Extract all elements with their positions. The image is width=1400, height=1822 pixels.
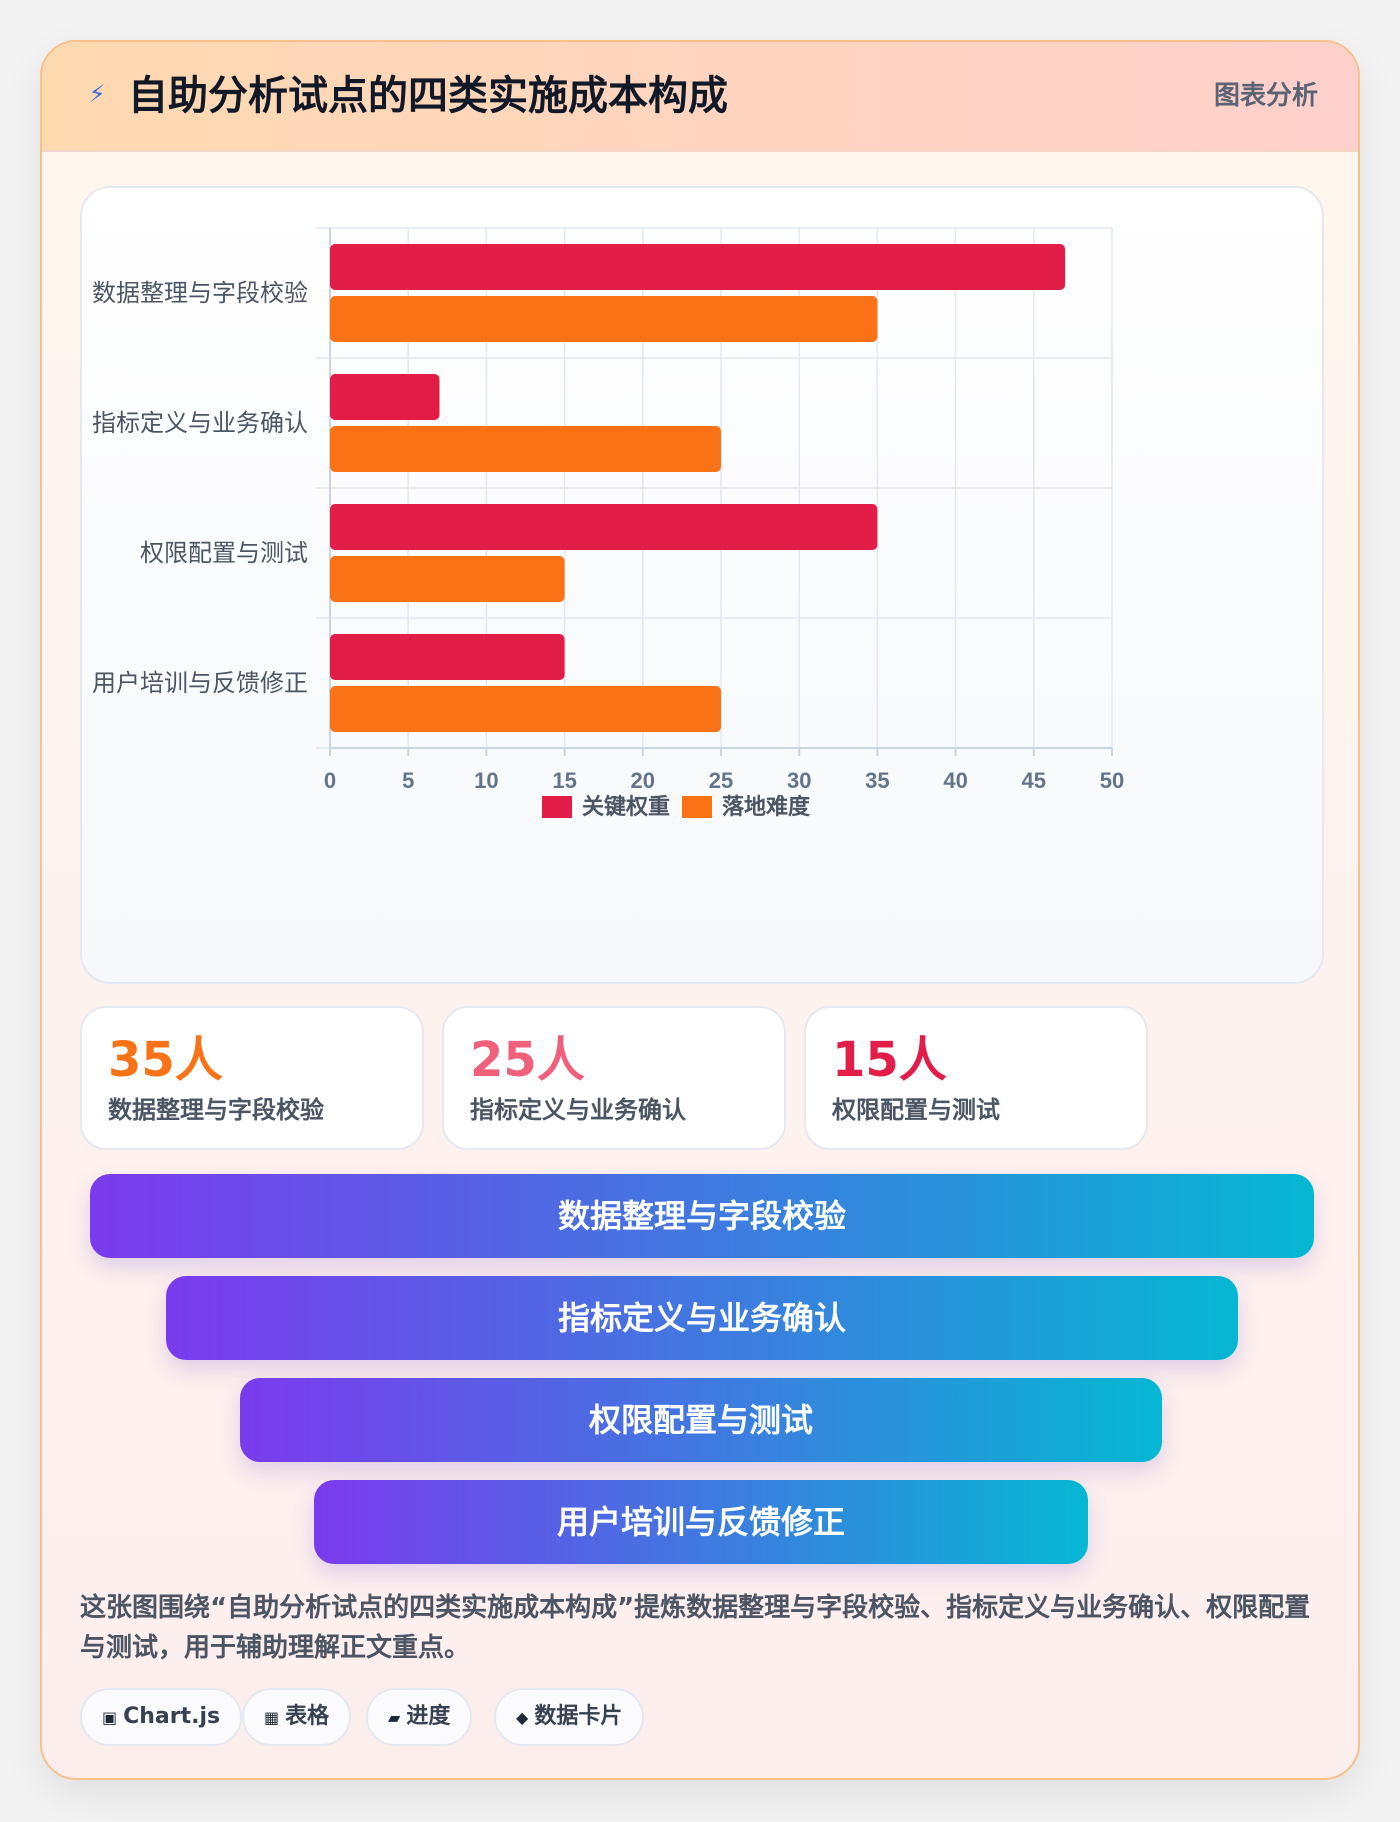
bar-difficulty — [330, 296, 878, 342]
chip-chartjs[interactable]: ▣ Chart.js — [80, 1688, 243, 1746]
stat-label: 数据整理与字段校验 — [108, 1096, 324, 1124]
x-tick-label: 5 — [402, 768, 414, 793]
chip-table[interactable]: ▦ 表格 — [242, 1688, 352, 1746]
chart-icon: ▣ — [102, 1708, 118, 1727]
bar-difficulty — [330, 426, 721, 472]
bar-weight — [330, 374, 440, 420]
stat-value: 35人 — [108, 1032, 223, 1088]
lightning-icon: ⚡ — [88, 80, 106, 108]
chip-label: 进度 — [406, 1704, 451, 1729]
x-tick-label: 0 — [324, 768, 336, 793]
funnel-step-2: 指标定义与业务确认 — [166, 1276, 1238, 1360]
x-tick-label: 35 — [865, 768, 889, 793]
stat-value: 25人 — [470, 1032, 585, 1088]
bar-difficulty — [330, 556, 565, 602]
stat-label: 指标定义与业务确认 — [470, 1096, 686, 1124]
x-tick-label: 50 — [1100, 768, 1124, 793]
description: 这张图围绕“自助分析试点的四类实施成本构成”提炼数据整理与字段校验、指标定义与业… — [80, 1593, 1311, 1663]
funnel-step-3: 权限配置与测试 — [240, 1378, 1162, 1462]
x-tick-label: 10 — [474, 768, 498, 793]
chip-data-card[interactable]: ◆ 数据卡片 — [494, 1688, 645, 1746]
funnel-step-1: 数据整理与字段校验 — [90, 1174, 1314, 1258]
legend-swatch — [542, 796, 572, 818]
legend-swatch — [682, 796, 712, 818]
stat-card-2: 25人 指标定义与业务确认 — [442, 1006, 786, 1150]
stat-label: 权限配置与测试 — [832, 1096, 1000, 1124]
table-icon: ▦ — [264, 1708, 280, 1727]
category-label: 用户培训与反馈修正 — [92, 669, 308, 697]
bar-chart: 0 5 10 15 20 25 30 35 40 45 50 数据整理与字段校验指标定义与业务确认权限… — [92, 227, 1124, 820]
x-tick-label: 20 — [631, 768, 655, 793]
stat-value: 15人 — [832, 1032, 947, 1088]
x-tick-label: 15 — [552, 768, 576, 793]
bar-difficulty — [330, 686, 721, 732]
chip-label: Chart.js — [123, 1704, 221, 1729]
chip-progress[interactable]: ▰ 进度 — [366, 1688, 473, 1746]
category-label: 权限配置与测试 — [140, 539, 308, 567]
category-label: 数据整理与字段校验 — [92, 279, 308, 307]
legend-label: 关键权重 — [582, 794, 670, 820]
chip-label: 数据卡片 — [534, 1704, 623, 1729]
page-title: 自助分析试点的四类实施成本构成 — [128, 73, 728, 119]
x-tick-label: 30 — [787, 768, 811, 793]
card-header: ⚡ 自助分析试点的四类实施成本构成 图表分析 — [42, 42, 1358, 152]
chart-panel: 0 5 10 15 20 25 30 35 40 45 50 数据整理与字段校验 指标定义与业务确认权限… — [80, 186, 1324, 984]
stat-card-1: 35人 数据整理与字段校验 — [80, 1006, 424, 1150]
chart-card: ⚡ 自助分析试点的四类实施成本构成 图表分析 0 5 10 15 20 25 30 35 40 4… — [40, 40, 1360, 1780]
progress-icon: ▰ — [388, 1708, 401, 1727]
category-label: 指标定义与业务确认 — [92, 409, 308, 437]
bar-weight — [330, 244, 1066, 290]
x-tick-label: 45 — [1022, 768, 1046, 793]
funnel-step-4: 用户培训与反馈修正 — [314, 1480, 1088, 1564]
diamond-icon: ◆ — [516, 1708, 529, 1727]
x-tick-label: 40 — [943, 768, 967, 793]
stat-card-3: 15人 权限配置与测试 — [804, 1006, 1148, 1150]
x-tick-label: 25 — [709, 768, 733, 793]
header-tag: 图表分析 — [1213, 81, 1318, 111]
bar-weight — [330, 634, 565, 680]
legend-label: 落地难度 — [722, 794, 811, 820]
chip-label: 表格 — [285, 1704, 330, 1729]
bar-weight — [330, 504, 878, 550]
